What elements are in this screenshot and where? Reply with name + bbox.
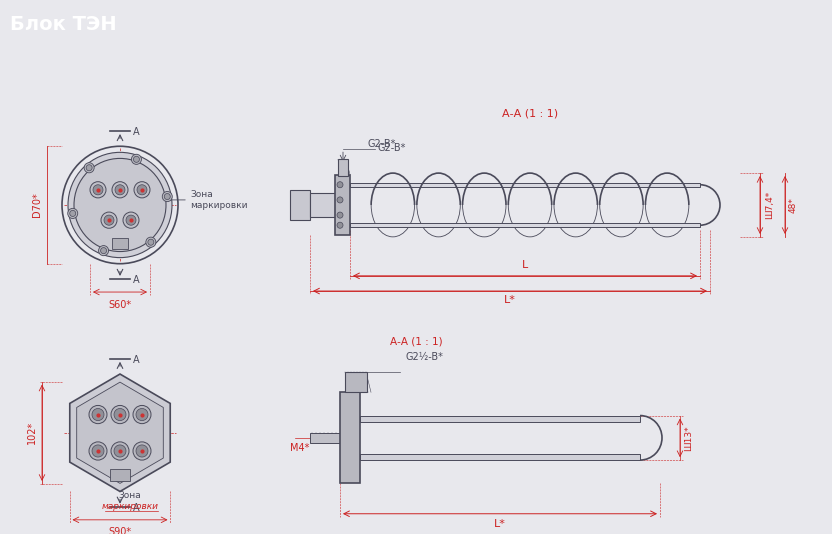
Text: 48*: 48*: [789, 197, 798, 213]
Circle shape: [89, 405, 107, 423]
Text: L: L: [522, 260, 528, 270]
Circle shape: [112, 182, 128, 198]
Circle shape: [126, 215, 136, 225]
Text: D70*: D70*: [32, 193, 42, 217]
Circle shape: [136, 445, 148, 457]
Text: G2½-B*: G2½-B*: [405, 352, 443, 362]
Text: G2-B*: G2-B*: [378, 143, 406, 153]
Circle shape: [89, 442, 107, 460]
Circle shape: [93, 185, 103, 195]
Bar: [345, 372, 367, 392]
Circle shape: [104, 215, 114, 225]
Text: А: А: [133, 502, 140, 513]
Bar: [290, 190, 310, 220]
Circle shape: [337, 222, 343, 228]
Text: L*: L*: [494, 519, 506, 529]
Circle shape: [133, 156, 140, 162]
Circle shape: [98, 246, 109, 256]
Circle shape: [111, 442, 129, 460]
Circle shape: [92, 409, 104, 421]
Text: маркировки: маркировки: [102, 502, 159, 511]
Circle shape: [70, 210, 76, 216]
Text: Блок ТЭН: Блок ТЭН: [10, 14, 116, 34]
Circle shape: [68, 152, 172, 257]
Circle shape: [337, 197, 343, 203]
Text: S90*: S90*: [108, 527, 131, 534]
Circle shape: [164, 193, 171, 200]
Bar: [360, 415, 640, 422]
Bar: [310, 433, 340, 443]
Circle shape: [136, 409, 148, 421]
Circle shape: [133, 405, 151, 423]
Circle shape: [148, 239, 154, 245]
Text: 102*: 102*: [27, 421, 37, 444]
Circle shape: [133, 442, 151, 460]
Circle shape: [67, 208, 77, 218]
Text: Зона
маркировки: Зона маркировки: [190, 190, 247, 210]
Polygon shape: [77, 382, 163, 483]
Polygon shape: [70, 374, 171, 491]
Circle shape: [131, 154, 141, 164]
Circle shape: [87, 164, 92, 171]
Bar: [350, 183, 700, 187]
Bar: [360, 454, 640, 460]
Circle shape: [74, 159, 166, 252]
Bar: [112, 238, 128, 248]
Text: Ш7,4*: Ш7,4*: [765, 191, 774, 219]
Text: G2-B*: G2-B*: [368, 139, 396, 149]
Text: А: А: [133, 355, 140, 365]
Text: S60*: S60*: [108, 300, 131, 310]
Bar: [110, 469, 130, 481]
Bar: [340, 392, 360, 483]
Circle shape: [92, 445, 104, 457]
Circle shape: [84, 163, 94, 173]
Circle shape: [115, 185, 125, 195]
Text: М4*: М4*: [290, 443, 310, 453]
Text: А-А (1 : 1): А-А (1 : 1): [390, 336, 443, 347]
Circle shape: [90, 182, 106, 198]
Circle shape: [146, 237, 156, 247]
Circle shape: [114, 445, 126, 457]
Circle shape: [137, 185, 147, 195]
Circle shape: [337, 212, 343, 218]
Circle shape: [114, 409, 126, 421]
Circle shape: [111, 405, 129, 423]
Circle shape: [123, 212, 139, 228]
Circle shape: [101, 248, 106, 254]
Bar: [350, 223, 700, 227]
Circle shape: [101, 212, 117, 228]
Circle shape: [162, 192, 172, 202]
Text: А: А: [133, 275, 140, 285]
Bar: [338, 160, 348, 176]
Text: А-А (1 : 1): А-А (1 : 1): [502, 109, 558, 119]
Bar: [335, 175, 350, 235]
Text: Зона: Зона: [119, 491, 141, 500]
Bar: [310, 193, 335, 217]
Text: А: А: [133, 127, 140, 137]
Text: Ш13*: Ш13*: [684, 425, 693, 451]
Text: L*: L*: [504, 295, 516, 305]
Circle shape: [337, 182, 343, 188]
Circle shape: [134, 182, 150, 198]
